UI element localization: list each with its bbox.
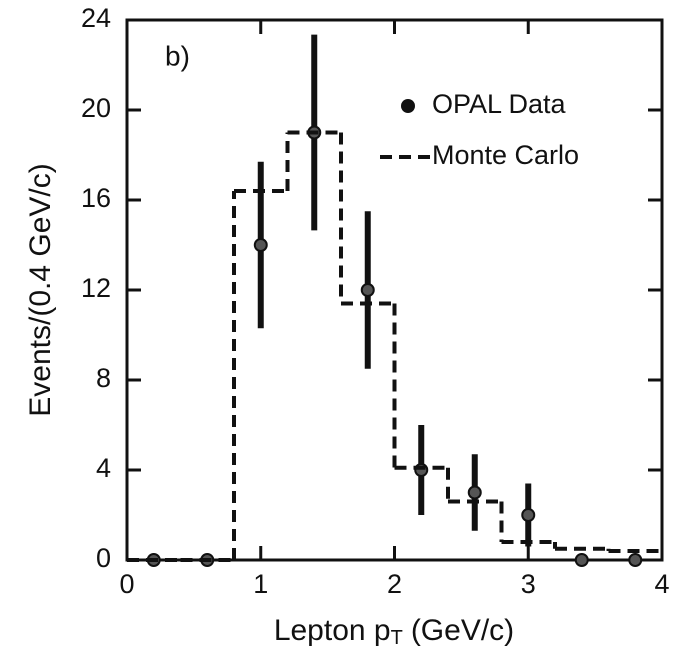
y-tick-label: 12 [81,273,111,303]
data-point [521,508,536,522]
x-label-sub: T [391,627,403,649]
data-point [253,238,268,252]
data-point [467,485,482,500]
x-tick-label: 0 [119,569,134,599]
legend-label: OPAL Data [432,89,567,119]
legend-marker [401,99,415,113]
y-tick-label: 24 [81,3,111,33]
data-point [360,283,375,297]
x-tick-label: 4 [654,569,669,599]
x-label-unit: (GeV/c) [411,614,514,647]
x-label-text: Lepton p [274,614,391,647]
y-tick-label: 8 [96,363,111,393]
x-tick-label: 2 [387,569,402,599]
y-tick-label: 4 [96,453,111,483]
plot-frame [125,18,664,562]
data-point [628,553,643,567]
y-axis-label: Events/(0.4 GeV/c) [24,163,57,416]
data-point [574,553,589,567]
x-tick-label: 3 [521,569,536,599]
y-tick-label: 16 [81,183,111,213]
y-tick-label: 0 [96,543,111,573]
panel-label: b) [165,40,190,71]
y-tick-label: 20 [81,93,111,123]
x-axis-label: Lepton pT (GeV/c) [274,614,514,649]
legend-label: Monte Carlo [432,140,579,170]
x-tick-label: 1 [253,569,268,599]
